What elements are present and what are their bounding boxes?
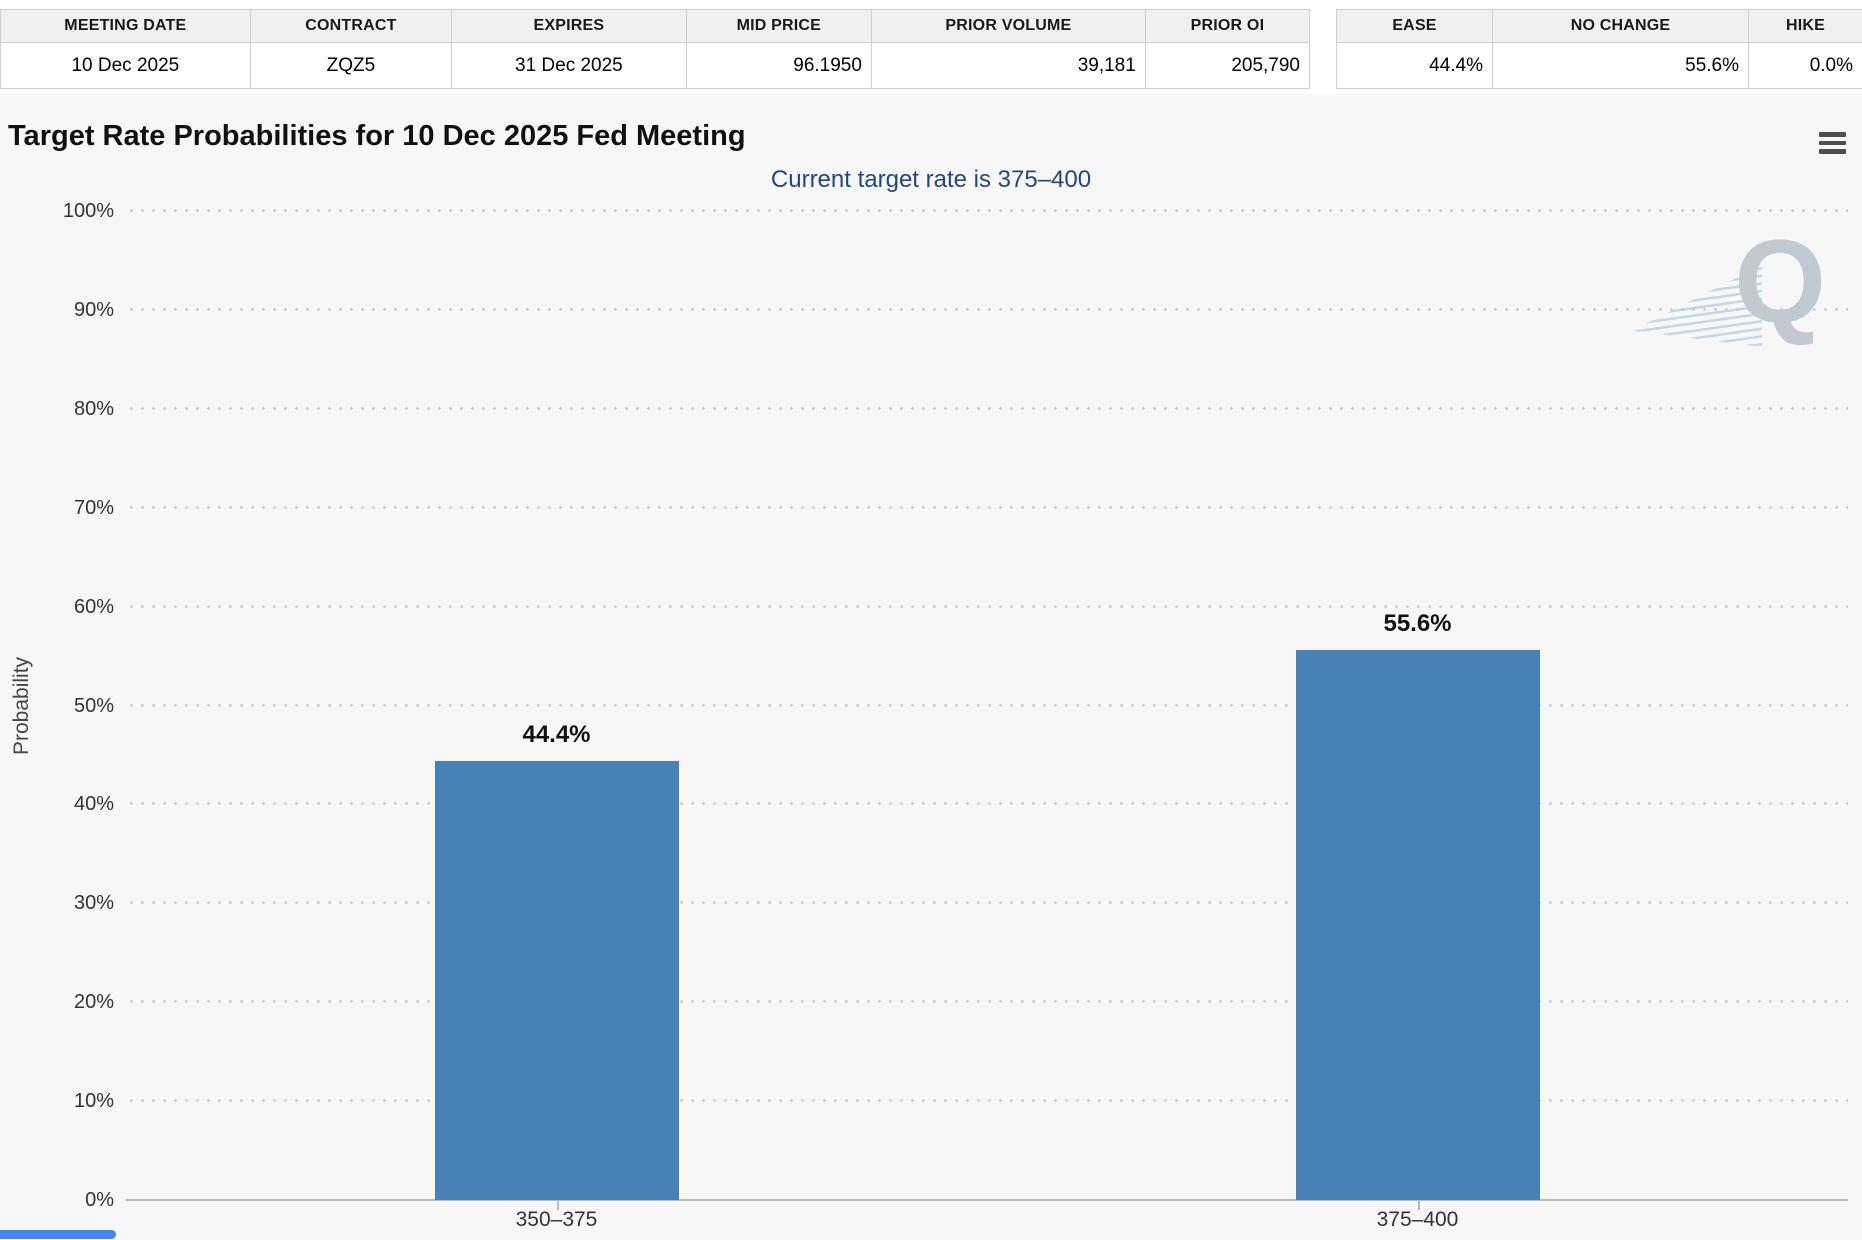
y-axis-tick-label: 100%: [62, 200, 114, 222]
rate-change-summary-table: EASE NO CHANGE HIKE 44.4% 55.6% 0.0%: [1336, 9, 1862, 89]
y-axis-tick-label: 60%: [73, 595, 114, 618]
gridline: [126, 1099, 1848, 1103]
cell-meeting-date: 10 Dec 2025: [0, 42, 251, 89]
cell-prior-volume: 39,181: [870, 42, 1146, 89]
x-axis-category-label: 350–375: [515, 1208, 598, 1231]
gridline: [126, 1000, 1848, 1004]
column-header-contract: CONTRACT: [249, 9, 453, 43]
cell-no-change-probability: 55.6%: [1492, 42, 1749, 89]
column-header-expires: EXPIRES: [451, 9, 687, 43]
x-axis-labels: 350–375 375–400: [126, 1208, 1848, 1232]
gridline: [126, 406, 1848, 410]
summary-table-value-row: 44.4% 55.6% 0.0%: [1336, 42, 1862, 89]
x-axis-tick: [556, 1201, 559, 1210]
y-axis: 0% 10% 20% 30% 40% 50% 60% 70% 80% 90% 100%: [0, 200, 118, 1211]
column-header-prior-oi: PRIOR OI: [1144, 9, 1311, 43]
cell-ease-probability: 44.4%: [1336, 42, 1493, 89]
y-axis-tick-label: 50%: [73, 694, 114, 717]
horizontal-scrollbar-thumb[interactable]: [0, 1230, 116, 1239]
gridline: [126, 307, 1848, 311]
y-axis-tick-label: 30%: [73, 892, 114, 915]
column-header-hike: HIKE: [1748, 9, 1862, 43]
column-header-meeting-date: MEETING DATE: [0, 9, 251, 43]
y-axis-tick-label: 10%: [73, 1090, 114, 1113]
y-axis-tick-label: 90%: [73, 298, 114, 321]
y-axis-tick-label: 80%: [73, 397, 114, 420]
cell-hike-probability: 0.0%: [1748, 42, 1862, 89]
bar-category: 55.6%: [987, 211, 1848, 1210]
chart-subtitle: Current target rate is 375–400: [770, 166, 1092, 193]
cell-prior-oi: 205,790: [1144, 42, 1311, 89]
bar-value-label: 55.6%: [1383, 610, 1452, 638]
bar-value-label: 44.4%: [522, 720, 591, 748]
gridline: [126, 901, 1848, 905]
top-tables-row: MEETING DATE CONTRACT EXPIRES MID PRICE …: [0, 9, 1862, 89]
bar-category: 44.4%: [126, 211, 987, 1210]
gridline: [126, 802, 1848, 806]
table-gap: [1310, 9, 1336, 89]
y-axis-tick-label: 0%: [85, 1189, 114, 1211]
y-axis-tick-label: 20%: [73, 991, 114, 1014]
cell-expires: 31 Dec 2025: [451, 42, 687, 89]
contract-table: MEETING DATE CONTRACT EXPIRES MID PRICE …: [0, 9, 1311, 89]
x-axis-category-label: 375–400: [1376, 1208, 1459, 1231]
chart-area: Probability 0% 10% 20% 30% 40% 50% 60% 70% 80% 90…: [0, 94, 1862, 1240]
cell-contract: ZQZ5: [249, 42, 453, 89]
contract-table-header-row: MEETING DATE CONTRACT EXPIRES MID PRICE …: [0, 9, 1311, 43]
hamburger-icon: [1815, 132, 1849, 154]
column-header-prior-volume: PRIOR VOLUME: [870, 9, 1146, 43]
cell-mid-price: 96.1950: [685, 42, 872, 89]
fedwatch-chart-panel: Target Rate Probabilities for 10 Dec 202…: [0, 94, 1862, 1240]
column-header-mid-price: MID PRICE: [685, 9, 872, 43]
chart-title: Target Rate Probabilities for 10 Dec 202…: [8, 120, 746, 152]
column-header-ease: EASE: [1336, 9, 1493, 43]
probability-bar[interactable]: [434, 760, 679, 1200]
contract-table-value-row: 10 Dec 2025 ZQZ5 31 Dec 2025 96.1950 39,…: [0, 42, 1311, 89]
gridline: [126, 604, 1848, 608]
column-header-no-change: NO CHANGE: [1492, 9, 1749, 43]
y-axis-tick-label: 70%: [73, 496, 114, 519]
gridline: [126, 505, 1848, 509]
summary-table-header-row: EASE NO CHANGE HIKE: [1336, 9, 1862, 43]
gridline: [126, 209, 1848, 212]
y-axis-tick-label: 40%: [73, 793, 114, 816]
probability-bar[interactable]: [1295, 650, 1540, 1200]
x-axis-tick: [1417, 1201, 1420, 1210]
gridline: [126, 703, 1848, 707]
x-axis-line: [126, 1199, 1848, 1201]
plot-area: Q 44.4% 55.6%: [126, 209, 1848, 1210]
chart-context-menu-button[interactable]: [1815, 128, 1849, 158]
